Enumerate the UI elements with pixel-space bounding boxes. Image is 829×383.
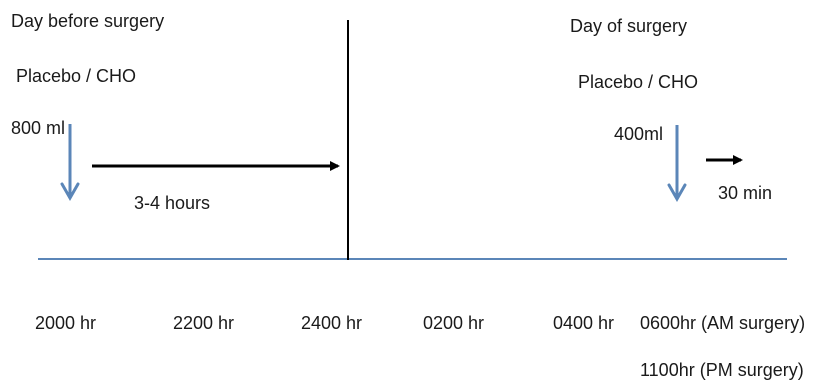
day-of-volume-label: 400ml bbox=[614, 124, 664, 144]
tick-label: 0200 hr bbox=[423, 313, 485, 333]
day-before-title: Day before surgery bbox=[11, 11, 165, 31]
tick-label: 2200 hr bbox=[173, 313, 235, 333]
day-before-volume-label: 800 ml bbox=[11, 118, 66, 138]
dose-arrow-day-of bbox=[667, 125, 687, 203]
tick-label: 0600hr (AM surgery) bbox=[640, 313, 806, 333]
dose-arrow-day-before bbox=[60, 124, 80, 202]
day-of-duration-label: 30 min bbox=[718, 183, 773, 203]
tick-label: 1100hr (PM surgery) bbox=[640, 360, 804, 380]
tick-label: 0400 hr bbox=[553, 313, 615, 333]
day-of-drink-label: Placebo / CHO bbox=[578, 72, 699, 92]
day-before-drink-label: Placebo / CHO bbox=[16, 66, 137, 86]
day-before-duration-label: 3-4 hours bbox=[134, 193, 211, 213]
day-of-title: Day of surgery bbox=[570, 16, 688, 36]
tick-label: 2400 hr bbox=[301, 313, 363, 333]
tick-label: 2000 hr bbox=[35, 313, 97, 333]
